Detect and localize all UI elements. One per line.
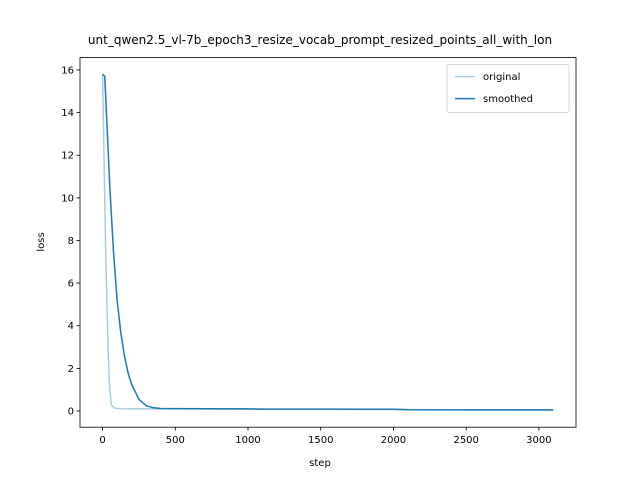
y-tick-label: 14 [61, 108, 74, 119]
y-tick-label: 16 [61, 65, 74, 76]
chart-title: unt_qwen2.5_vl-7b_epoch3_resize_vocab_pr… [88, 33, 552, 47]
legend-label: smoothed [483, 94, 533, 105]
legend-box [446, 64, 570, 113]
y-axis-label: loss [36, 232, 47, 251]
x-tick-label: 1500 [308, 435, 333, 446]
x-tick-label: 2500 [453, 435, 478, 446]
x-tick-label: 1000 [235, 435, 260, 446]
y-tick-label: 10 [61, 193, 74, 204]
x-tick-label: 500 [166, 435, 185, 446]
x-tick-label: 3000 [526, 435, 551, 446]
x-tick-label: 2000 [381, 435, 406, 446]
legend: original smoothed [446, 64, 570, 113]
x-tick-label: 0 [99, 435, 105, 446]
y-tick-label: 8 [68, 236, 74, 247]
y-tick-label: 4 [68, 321, 74, 332]
legend-label: original [483, 72, 520, 83]
plot-frame [79, 57, 577, 428]
x-axis-label: step [309, 458, 331, 469]
series-line [102, 73, 554, 411]
y-tick-label: 2 [68, 364, 74, 375]
y-tick-label: 6 [68, 279, 74, 290]
y-tick-label: 12 [61, 151, 74, 162]
y-tick-label: 0 [68, 407, 74, 418]
